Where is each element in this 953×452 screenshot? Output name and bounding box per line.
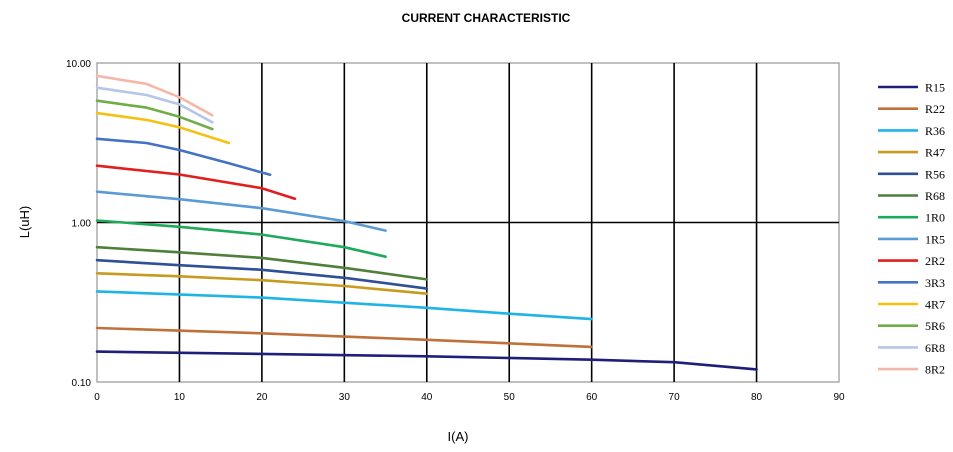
x-tick-label: 50 [504, 392, 516, 403]
x-tick-label: 60 [586, 392, 598, 403]
series-line-2r2 [95, 164, 297, 200]
series-group [95, 74, 758, 371]
legend-item: R15 [878, 81, 945, 95]
legend-item: 6R8 [878, 341, 945, 355]
legend-label: 3R3 [925, 276, 945, 290]
series-line-r47 [95, 272, 429, 295]
legend-label: 6R8 [925, 341, 945, 355]
legend-label: 5R6 [925, 319, 945, 333]
x-tick-label: 20 [256, 392, 268, 403]
legend-item: R47 [878, 146, 945, 160]
legend-item: 8R2 [878, 363, 945, 377]
legend-label: 1R5 [925, 232, 945, 246]
series-line-4r7 [95, 111, 231, 145]
y-tick-label: 1.00 [72, 219, 92, 230]
chart-title: CURRENT CHARACTERISTIC [402, 11, 571, 25]
legend-label: R22 [925, 102, 945, 116]
legend-item: R36 [878, 124, 945, 138]
y-tick-label: 10.00 [66, 59, 91, 70]
x-tick-label: 70 [669, 392, 681, 403]
legend-label: 2R2 [925, 254, 945, 268]
legend-label: R36 [925, 124, 945, 138]
y-tick-label: 0.10 [72, 378, 92, 389]
series-line-1r0 [95, 219, 387, 258]
series-line-r22 [95, 326, 593, 349]
series-line-r68 [95, 245, 429, 281]
x-tick-label: 30 [339, 392, 351, 403]
legend-item: R68 [878, 189, 945, 203]
axis-ticks: 0 10 20 30 40 50 60 70 80 90 0.10 1.00 10.00 [66, 59, 845, 403]
legend-label: R56 [925, 167, 945, 181]
legend-item: 1R5 [878, 232, 945, 246]
series-line-1r5 [95, 190, 387, 232]
x-tick-label: 10 [174, 392, 186, 403]
legend-label: 8R2 [925, 363, 945, 377]
series-line-r56 [95, 258, 429, 290]
legend-label: 1R0 [925, 211, 945, 225]
legend-label: R68 [925, 189, 945, 203]
legend-item: 1R0 [878, 211, 945, 225]
x-tick-label: 40 [421, 392, 433, 403]
series-line-5r6 [95, 99, 214, 131]
legend-label: R15 [925, 81, 945, 95]
series-line-r36 [95, 290, 593, 321]
series-line-3r3 [95, 137, 272, 177]
x-tick-label: 90 [833, 392, 845, 403]
legend-label: 4R7 [925, 298, 945, 312]
series-line-8r2 [95, 74, 214, 117]
legend-item: R22 [878, 102, 945, 116]
x-axis-label: I(A) [448, 429, 469, 444]
series-line-r15 [95, 350, 758, 371]
legend-item: 2R2 [878, 254, 945, 268]
x-tick-label: 80 [751, 392, 763, 403]
legend-item: 4R7 [878, 298, 945, 312]
series-line-6r8 [95, 86, 214, 124]
legend-item: 5R6 [878, 319, 945, 333]
legend-label: R47 [925, 146, 945, 160]
legend: R15 R22 R36 R47 R56 R68 1R0 1R5 2R2 3R3 4R7 5R6 6R8 8… [878, 81, 945, 377]
legend-item: R56 [878, 167, 945, 181]
y-axis-label: L(uH) [17, 206, 32, 239]
x-tick-label: 0 [94, 392, 100, 403]
legend-item: 3R3 [878, 276, 945, 290]
